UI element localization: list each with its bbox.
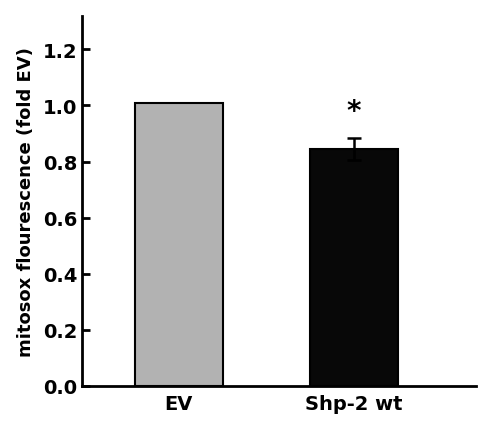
- Text: *: *: [347, 98, 361, 126]
- Y-axis label: mitosox flourescence (fold EV): mitosox flourescence (fold EV): [17, 47, 35, 356]
- Bar: [135, 103, 222, 386]
- Bar: [310, 150, 397, 386]
